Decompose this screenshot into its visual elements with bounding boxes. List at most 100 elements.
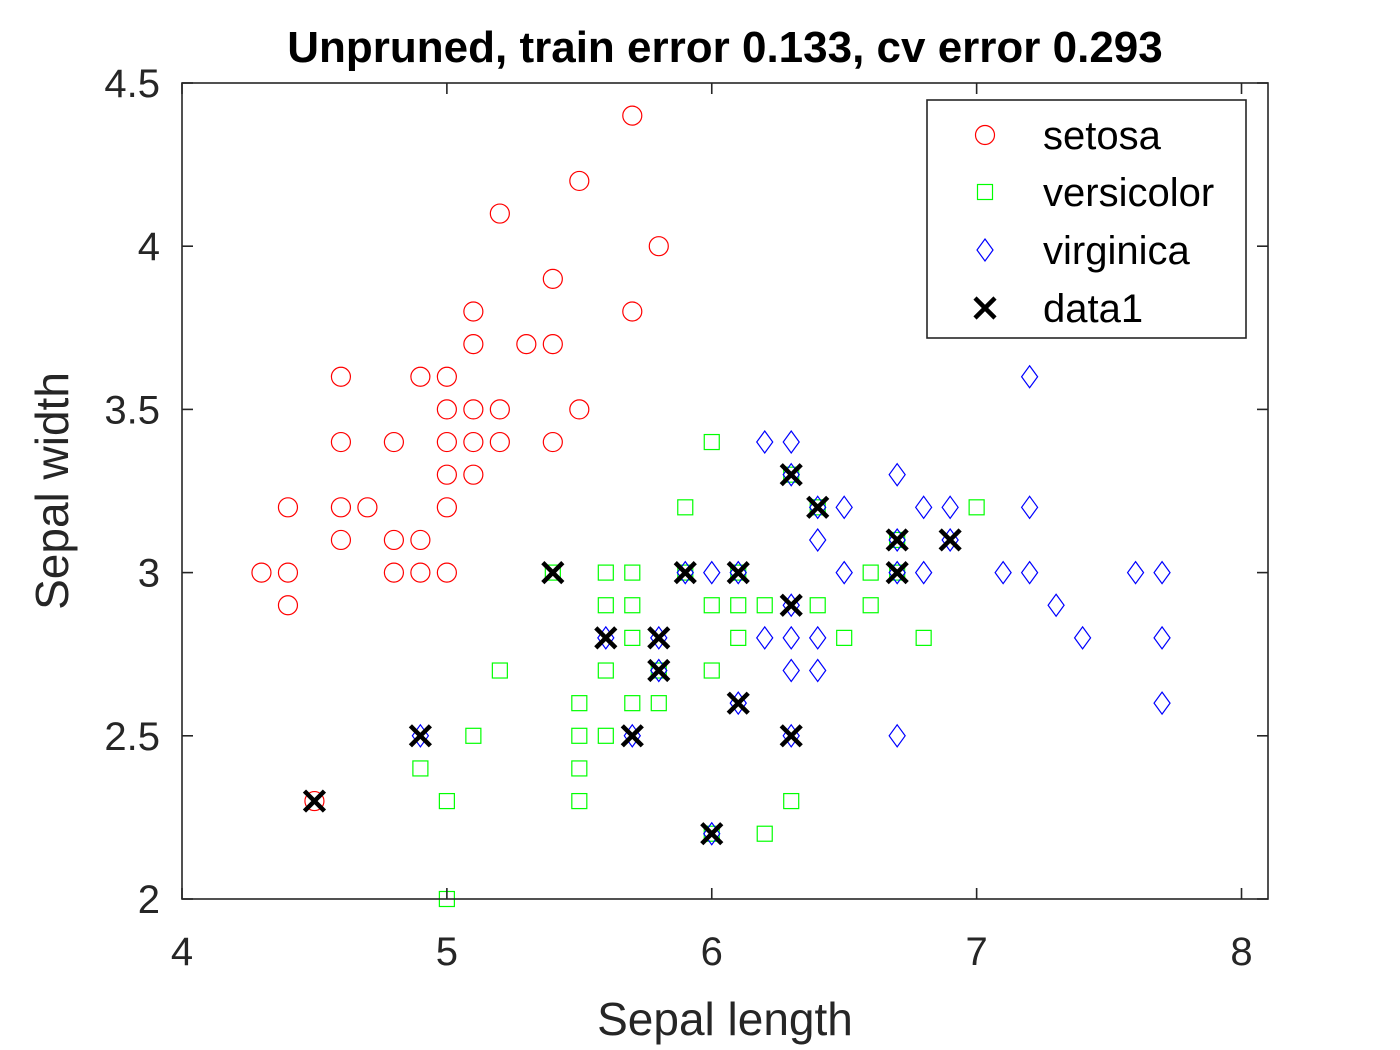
series-data1: [302, 463, 962, 846]
series-setosa: [251, 105, 669, 812]
data1-point: [885, 561, 909, 585]
data1-point: [302, 789, 327, 813]
virginica-point: [835, 560, 853, 585]
data1-point: [541, 561, 565, 585]
virginica-point: [755, 430, 774, 455]
versicolor-point: [624, 564, 641, 581]
versicolor-point: [491, 662, 508, 679]
x-tick-label: 7: [966, 930, 988, 974]
x-axis-ticks: 4 5 6 7 8: [171, 83, 1253, 974]
setosa-point: [516, 334, 537, 355]
versicolor-point: [703, 597, 720, 614]
setosa-point: [330, 431, 352, 453]
data1-point: [594, 626, 618, 650]
x-tick-label: 4: [171, 930, 193, 974]
setosa-point: [436, 562, 457, 583]
virginica-point: [888, 462, 906, 487]
data1-point: [620, 724, 644, 748]
legend-marker-setosa: [974, 124, 996, 146]
setosa-point: [410, 562, 431, 583]
versicolor-point: [809, 597, 826, 614]
versicolor-point: [571, 792, 588, 810]
y-tick-label: 4.5: [104, 62, 160, 106]
versicolor-point: [756, 597, 773, 614]
legend-marker-versicolor: [976, 183, 994, 201]
setosa-point: [277, 595, 299, 616]
data1-point: [779, 593, 803, 617]
data1-point: [647, 626, 671, 650]
setosa-point: [569, 399, 590, 420]
virginica-point: [782, 430, 800, 455]
data1-point: [673, 561, 697, 585]
virginica-point: [808, 527, 827, 552]
versicolor-point: [783, 792, 800, 810]
setosa-point: [622, 105, 643, 126]
versicolor-point: [703, 662, 720, 679]
x-axis-label: Sepal length: [597, 993, 853, 1045]
setosa-point: [436, 366, 457, 387]
virginica-point: [1126, 560, 1145, 585]
data1-point: [938, 528, 962, 552]
virginica-point: [1020, 495, 1039, 520]
virginica-point: [994, 560, 1012, 585]
versicolor-point: [836, 629, 853, 646]
data1-point: [726, 691, 750, 715]
y-tick-label: 3: [138, 552, 160, 596]
virginica-point: [835, 495, 853, 520]
virginica-point: [1153, 625, 1171, 650]
y-axis-label: Sepal width: [26, 372, 78, 610]
virginica-point: [1020, 560, 1039, 585]
versicolor-point: [862, 564, 879, 581]
setosa-point: [436, 497, 457, 518]
setosa-point: [277, 497, 299, 518]
virginica-point: [1153, 560, 1171, 585]
versicolor-point: [571, 760, 588, 777]
virginica-point: [1020, 364, 1039, 389]
versicolor-point: [862, 597, 879, 614]
legend-label: virginica: [1043, 229, 1190, 273]
data1-point: [885, 528, 909, 552]
legend: setosa versicolor virginica data1: [926, 99, 1247, 339]
data1-point: [647, 658, 671, 683]
setosa-point: [463, 301, 484, 322]
setosa-point: [463, 464, 484, 485]
setosa-point: [489, 399, 510, 420]
virginica-point: [782, 625, 800, 650]
versicolor-point: [412, 760, 429, 777]
legend-label: setosa: [1043, 114, 1162, 158]
plot-marks: [251, 105, 1171, 908]
legend-marker-data1: [973, 296, 997, 320]
y-tick-label: 2: [138, 878, 160, 922]
y-tick-label: 2.5: [104, 715, 160, 759]
versicolor-point: [703, 433, 720, 451]
setosa-point: [383, 529, 405, 551]
legend-item-data1: data1: [973, 287, 1143, 331]
versicolor-point: [756, 825, 773, 842]
setosa-point: [436, 431, 457, 453]
setosa-point: [330, 497, 352, 518]
legend-marker-virginica: [976, 237, 994, 263]
y-tick-label: 3.5: [104, 388, 160, 432]
legend-item-setosa: setosa: [974, 114, 1162, 158]
legend-item-versicolor: versicolor: [976, 171, 1214, 215]
series-versicolor: [412, 433, 985, 908]
virginica-point: [782, 658, 800, 683]
setosa-point: [304, 790, 325, 812]
virginica-point: [914, 495, 933, 520]
virginica-point: [808, 625, 827, 650]
setosa-point: [410, 366, 431, 387]
x-tick-label: 8: [1230, 930, 1252, 974]
data1-point: [408, 724, 432, 748]
setosa-point: [277, 562, 299, 583]
setosa-point: [410, 529, 431, 551]
versicolor-point: [624, 629, 641, 646]
setosa-point: [542, 268, 563, 289]
versicolor-point: [597, 662, 614, 679]
versicolor-point: [597, 564, 614, 581]
versicolor-point: [915, 629, 932, 646]
versicolor-point: [465, 727, 482, 744]
x-tick-label: 5: [436, 930, 458, 974]
setosa-point: [463, 334, 484, 355]
legend-item-virginica: virginica: [976, 229, 1190, 273]
setosa-point: [569, 170, 590, 192]
